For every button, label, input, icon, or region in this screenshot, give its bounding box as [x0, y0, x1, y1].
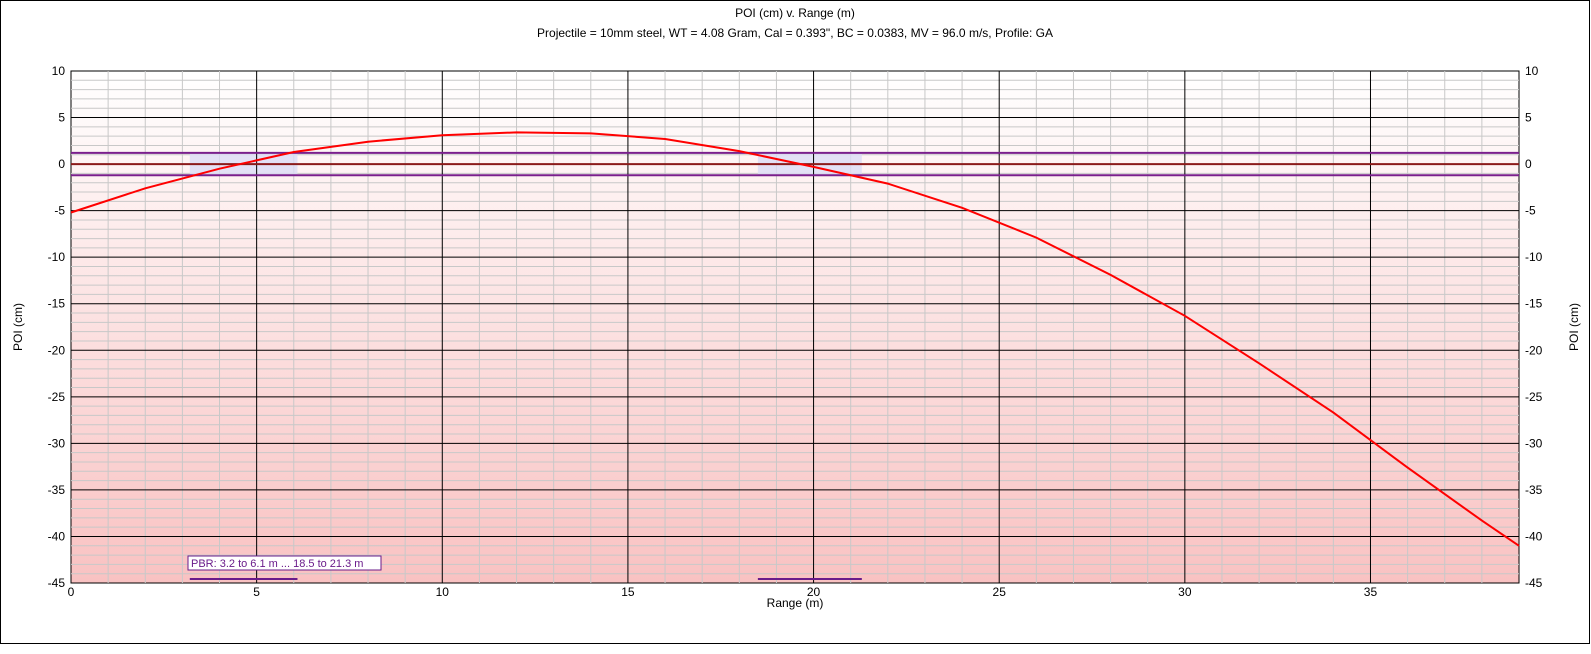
y-tick-label-right: -35 [1525, 483, 1543, 497]
x-tick-label: 10 [436, 585, 450, 599]
y-tick-label-left: -40 [48, 529, 66, 543]
y-tick-label-left: 5 [58, 111, 65, 125]
chart-subtitle: Projectile = 10mm steel, WT = 4.08 Gram,… [537, 26, 1053, 40]
y-tick-label-left: 0 [58, 157, 65, 171]
y-axis-label-left: POI (cm) [11, 303, 25, 351]
y-tick-label-left: -5 [54, 204, 65, 218]
y-tick-label-left: -45 [48, 576, 66, 590]
x-tick-labels: 0 5 10 15 20 25 30 35 [68, 585, 1378, 599]
y-tick-label-right: 10 [1525, 64, 1539, 78]
pbr-label-box [187, 555, 382, 571]
y-tick-label-left: -15 [48, 297, 66, 311]
trajectory-line [70, 131, 1520, 547]
y-tick-label-right: -40 [1525, 529, 1543, 543]
x-tick-label: 15 [621, 585, 635, 599]
y-axis-label-right: POI (cm) [1567, 303, 1581, 351]
y-tick-label-right: -15 [1525, 297, 1543, 311]
major-grid [71, 71, 1519, 583]
x-tick-label: 5 [253, 585, 260, 599]
y-tick-labels-right: 10 5 0 -5 -10 -15 -20 -25 -30 -35 -40 -45 [1525, 64, 1543, 590]
y-tick-label-right: -25 [1525, 390, 1543, 404]
y-tick-label-right: -20 [1525, 343, 1543, 357]
y-tick-label-left: -30 [48, 436, 66, 450]
y-tick-label-left: -35 [48, 483, 66, 497]
pbr-label: PBR: 3.2 to 6.1 m ... 18.5 to 21.3 m [191, 558, 363, 570]
plot-area [70, 70, 1520, 584]
y-tick-label-right: -45 [1525, 576, 1543, 590]
x-tick-label: 0 [68, 585, 75, 599]
y-tick-label-left: -25 [48, 390, 66, 404]
minor-grid [71, 71, 1519, 583]
y-tick-label-left: -20 [48, 343, 66, 357]
x-tick-label: 35 [1364, 585, 1378, 599]
y-tick-label-left: 10 [52, 64, 66, 78]
chart-title: POI (cm) v. Range (m) [735, 6, 855, 20]
reference-lines [71, 151, 1519, 177]
x-tick-label: 20 [807, 585, 821, 599]
y-tick-label-left: -10 [48, 250, 66, 264]
y-tick-label-right: 0 [1525, 157, 1532, 171]
y-tick-labels-left: 10 5 0 -5 -10 -15 -20 -25 -30 -35 -40 -45 [48, 64, 66, 590]
x-axis-label: Range (m) [767, 596, 824, 610]
x-tick-label: 30 [1178, 585, 1192, 599]
series-group [70, 131, 1520, 547]
y-tick-label-right: -30 [1525, 436, 1543, 450]
x-tick-label: 25 [993, 585, 1007, 599]
y-tick-label-right: -10 [1525, 250, 1543, 264]
y-tick-label-right: -5 [1525, 204, 1536, 218]
y-tick-label-right: 5 [1525, 111, 1532, 125]
